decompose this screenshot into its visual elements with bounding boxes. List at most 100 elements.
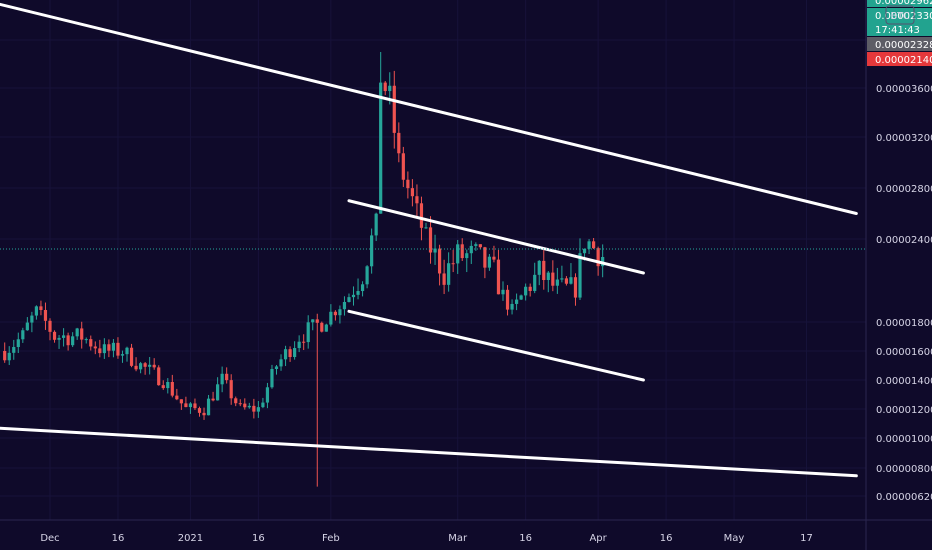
candle-body [283,349,288,360]
candle-body [383,82,387,92]
candle-body [98,348,102,354]
candle-body [102,344,106,354]
time-axis[interactable]: Dec 16 2021 16 Feb Mar 16 Apr 16 May 17 [40,533,813,544]
trendline[interactable] [0,424,858,478]
candle-body [25,322,29,331]
candle-body [3,351,7,361]
candle-body [410,188,414,197]
candle-body [569,277,573,284]
candle-body [401,153,405,180]
candle-body [347,297,351,302]
candle-body [333,311,337,316]
price-tag-label: 0.00002962 [875,0,932,7]
candle-body [451,263,455,265]
candle-body [465,253,469,259]
candle-body [329,311,333,325]
candle-body [170,381,174,396]
candle-body [139,363,143,370]
candle-body [247,405,251,408]
price-tag [867,0,932,7]
candle-body [93,346,97,349]
price-tag [867,37,932,51]
candle-body [206,398,211,416]
price-tag-label: 0.00002140 [875,55,932,66]
candle-body [424,227,428,229]
candle-body [225,373,229,381]
candle-body [166,381,170,389]
candle-body [505,289,510,310]
candle-body [21,330,25,340]
currency-badge[interactable]: BTC [885,5,915,25]
candle-body [134,365,138,370]
candle-body [256,407,260,412]
y-tick-label: 0.00002400 [876,235,932,246]
candle-body [551,272,555,286]
candle-body [338,309,342,316]
candle-body [43,309,48,321]
trendlines[interactable] [0,0,858,478]
candle-body [546,272,550,281]
candle-body [57,337,61,340]
candle-body [202,412,206,416]
candle-body [315,319,319,323]
currency-badge-frame [885,5,915,25]
trendline[interactable] [0,0,858,215]
candle-body [179,399,183,404]
candle-body [111,342,116,351]
candle-body [428,227,433,253]
candle-body [211,398,215,401]
candle-body [596,248,600,267]
candle-body [148,364,152,367]
candle-body [514,299,519,304]
candle-body [188,403,193,408]
candle-body [243,403,247,408]
candle-body [469,245,473,254]
price-tag-label: 0.00002330 [875,11,932,22]
candle-body [447,263,451,285]
candle-body [302,341,306,343]
y-tick-label: 0.00001800 [876,318,932,329]
candle-body [197,408,202,413]
candle-body [84,339,88,341]
trendline[interactable] [347,199,645,275]
chart-gridlines [0,0,866,520]
candle-body [320,322,324,332]
candle-body [252,405,256,412]
candle-body [487,256,492,268]
candle-body [582,248,587,254]
y-tick-label: 0.00003200 [876,133,932,144]
candle-body [311,319,315,323]
candle-body [496,259,501,295]
candle-body [360,284,365,292]
trendline[interactable] [347,309,645,382]
candlesticks [3,52,605,487]
candle-body [528,286,532,291]
candle-body [415,196,419,204]
candle-body [12,347,16,353]
candle-body [356,291,360,295]
candle-body [406,179,410,189]
price-tag-label: 0.00002328 [875,40,932,51]
candle-body [30,315,34,323]
candle-body [270,369,274,388]
candle-body [229,380,233,399]
candle-body [492,256,496,260]
x-tick-label: 17 [800,533,813,544]
candle-body [279,359,283,367]
y-tick-label: 0.00001400 [876,376,932,387]
candle-body [564,278,569,284]
price-axis[interactable]: 0.000040000.000036000.000032000.00002800… [876,36,932,503]
candle-body [573,277,578,298]
candle-body [66,335,70,346]
y-tick-label: 0.00001200 [876,405,932,416]
x-tick-label: Apr [589,533,607,544]
y-tick-label: 0.00001600 [876,347,932,358]
x-tick-label: 16 [519,533,532,544]
candle-body [374,213,378,236]
candle-body [351,294,356,298]
x-tick-label: 16 [252,533,265,544]
candle-body [542,260,546,281]
candle-body [288,349,292,358]
x-tick-label: Mar [448,533,468,544]
